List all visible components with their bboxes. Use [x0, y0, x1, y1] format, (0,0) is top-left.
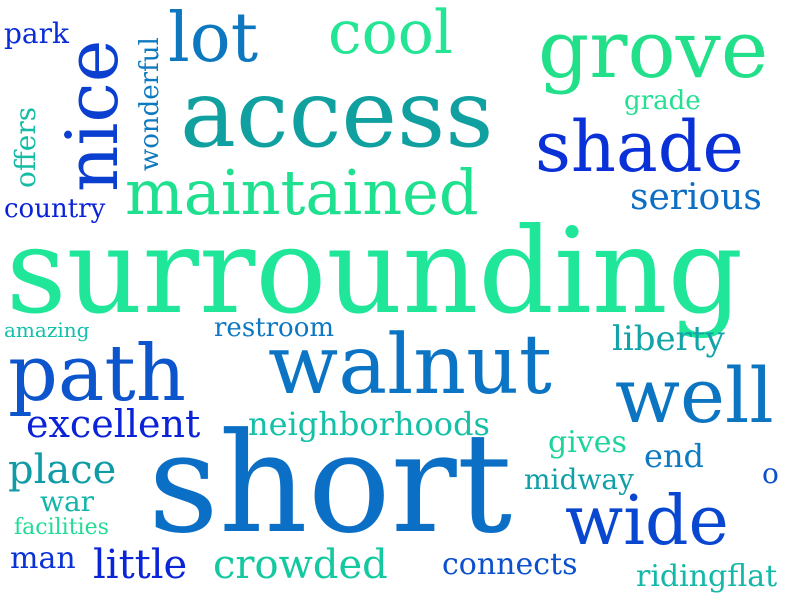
- word-path: path: [8, 329, 187, 419]
- word-surrounding: surrounding: [6, 202, 744, 340]
- word-walnut: walnut: [268, 318, 552, 413]
- word-lot: lot: [168, 0, 259, 78]
- word-nice: nice: [50, 39, 134, 192]
- word-shade: shade: [535, 106, 744, 188]
- word-connects: connects: [442, 547, 578, 582]
- word-cool: cool: [328, 0, 454, 68]
- word-grove: grove: [538, 3, 769, 96]
- word-war: war: [40, 485, 95, 518]
- word-little: little: [93, 542, 188, 588]
- word-midway: midway: [524, 463, 634, 496]
- word-amazing: amazing: [4, 318, 90, 342]
- word-neighborhoods: neighborhoods: [248, 405, 490, 443]
- word-wonderful: wonderful: [135, 37, 165, 171]
- word-maintained: maintained: [125, 156, 479, 229]
- word-grade: grade: [624, 86, 701, 116]
- word-facilities: facilities: [14, 515, 109, 540]
- word-place: place: [8, 447, 117, 493]
- word-man: man: [10, 541, 76, 576]
- word-ridingflat: ridingflat: [636, 559, 778, 594]
- word-restroom: restroom: [214, 313, 334, 343]
- word-o: o: [762, 457, 779, 490]
- word-excellent: excellent: [26, 402, 201, 446]
- word-well: well: [615, 351, 774, 440]
- word-short: short: [148, 403, 513, 564]
- word-offers: offers: [9, 106, 42, 188]
- word-liberty: liberty: [612, 319, 725, 359]
- word-access: access: [180, 60, 494, 169]
- word-country: country: [4, 194, 106, 224]
- word-park: park: [4, 17, 69, 50]
- word-crowded: crowded: [213, 542, 388, 588]
- word-end: end: [644, 437, 705, 475]
- word-gives: gives: [548, 425, 627, 460]
- word-serious: serious: [630, 177, 762, 218]
- word-wide: wide: [565, 482, 729, 561]
